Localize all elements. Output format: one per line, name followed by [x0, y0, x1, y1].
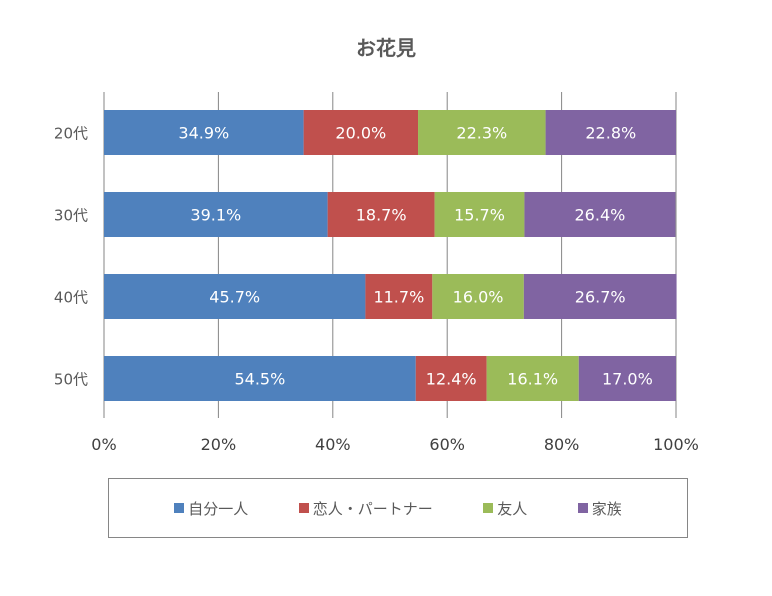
x-tick-label: 40%: [315, 435, 351, 454]
legend-item: 自分一人: [174, 498, 248, 519]
x-tick-label: 20%: [201, 435, 237, 454]
data-label: 39.1%: [190, 206, 241, 225]
bar-segment: [415, 356, 487, 401]
legend-swatch: [577, 503, 588, 513]
legend-item: 恋人・パートナー: [298, 498, 433, 519]
legend-label: 友人: [497, 499, 528, 518]
data-label: 11.7%: [373, 288, 424, 307]
bar-segment: [434, 192, 525, 237]
data-label: 17.0%: [602, 370, 653, 389]
data-label: 18.7%: [356, 206, 407, 225]
data-label: 34.9%: [178, 124, 229, 143]
bar-segment: [523, 274, 677, 319]
x-tick-label: 80%: [544, 435, 580, 454]
bar-segment: [104, 110, 304, 155]
data-label: 12.4%: [426, 370, 477, 389]
data-label: 26.7%: [575, 288, 626, 307]
legend-item: 友人: [483, 498, 527, 519]
data-label: 22.3%: [456, 124, 507, 143]
data-label: 26.4%: [575, 206, 626, 225]
legend-swatch: [483, 503, 494, 513]
legend-swatch: [174, 503, 185, 513]
bar-segment: [104, 274, 366, 319]
legend-item: 家族: [577, 498, 622, 519]
legend: 自分一人 恋人・パートナー 友人 家族: [108, 478, 688, 538]
data-label: 15.7%: [454, 206, 505, 225]
data-label: 16.1%: [507, 370, 558, 389]
bar-segment: [486, 356, 579, 401]
y-tick-label: 40代: [54, 289, 88, 307]
bar-segment: [545, 110, 676, 155]
data-label: 45.7%: [209, 288, 260, 307]
bar-segment: [104, 356, 416, 401]
bar-segment: [104, 192, 328, 237]
legend-label: 家族: [591, 499, 622, 518]
x-tick-label: 100%: [653, 435, 699, 454]
x-tick-label: 60%: [429, 435, 465, 454]
bar-segment: [303, 110, 419, 155]
x-tick-label: 0%: [91, 435, 116, 454]
legend-label: 自分一人: [188, 499, 249, 518]
y-tick-label: 50代: [54, 371, 88, 389]
y-tick-label: 20代: [54, 125, 88, 143]
bar-segment: [432, 274, 524, 319]
bar-segment: [578, 356, 676, 401]
bar-segment: [524, 192, 676, 237]
data-label: 22.8%: [585, 124, 636, 143]
bar-segment: [418, 110, 546, 155]
data-label: 16.0%: [453, 288, 504, 307]
data-label: 54.5%: [234, 370, 285, 389]
bar-segment: [365, 274, 433, 319]
legend-label: 恋人・パートナー: [312, 499, 433, 518]
chart-title: お花見: [356, 36, 416, 60]
bar-segment: [327, 192, 435, 237]
y-tick-label: 30代: [54, 207, 88, 225]
data-label: 20.0%: [335, 124, 386, 143]
legend-swatch: [298, 503, 309, 513]
